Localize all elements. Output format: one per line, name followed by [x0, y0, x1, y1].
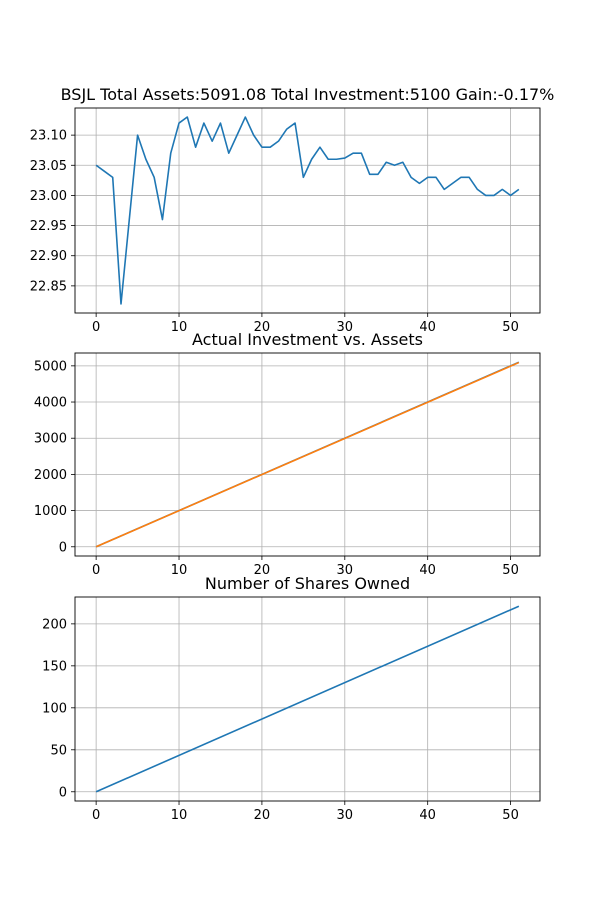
y-tick-label: 150	[42, 659, 67, 674]
chart-title: BSJL Total Assets:5091.08 Total Investme…	[61, 85, 555, 104]
y-tick-label: 2000	[34, 468, 67, 483]
y-tick-label: 23.00	[30, 189, 67, 204]
x-tick-label: 30	[337, 808, 354, 823]
x-tick-label: 50	[502, 563, 519, 578]
y-tick-label: 200	[42, 617, 67, 632]
x-tick-label: 20	[254, 320, 271, 335]
y-tick-label: 4000	[34, 396, 67, 411]
series-line-1	[95, 605, 520, 793]
axes-frame	[74, 107, 541, 314]
x-tick-label: 10	[171, 808, 188, 823]
x-tick-label: 10	[171, 320, 188, 335]
x-tick-label: 50	[502, 808, 519, 823]
chart-panel-1: BSJL Total Assets:5091.08 Total Investme…	[30, 85, 555, 335]
axes-frame	[74, 596, 541, 802]
y-tick-label: 5000	[34, 359, 67, 374]
x-tick-label: 0	[92, 320, 100, 335]
y-tick-label: 22.85	[30, 279, 67, 294]
y-tick-label: 0	[59, 540, 67, 555]
y-tick-label: 100	[42, 701, 67, 716]
axes-frame	[74, 352, 541, 557]
y-tick-label: 23.05	[30, 159, 67, 174]
x-tick-label: 0	[92, 808, 100, 823]
x-tick-label: 50	[502, 320, 519, 335]
x-tick-label: 20	[254, 563, 271, 578]
chart-title: Number of Shares Owned	[205, 574, 410, 593]
x-tick-label: 40	[419, 320, 436, 335]
chart-panel-3: Number of Shares Owned 0 10 20 30 40 50 0 50 100 1…	[42, 574, 541, 823]
y-tick-label: 3000	[34, 432, 67, 447]
x-tick-label: 40	[419, 808, 436, 823]
x-tick-label: 30	[337, 563, 354, 578]
x-tick-label: 40	[419, 563, 436, 578]
series-line-1	[95, 116, 520, 305]
x-tick-label: 0	[92, 563, 100, 578]
y-tick-label: 1000	[34, 504, 67, 519]
x-tick-label: 10	[171, 563, 188, 578]
x-tick-label: 30	[337, 320, 354, 335]
y-tick-label: 23.10	[30, 129, 67, 144]
y-tick-label: 0	[59, 785, 67, 800]
chart-title: Actual Investment vs. Assets	[192, 330, 423, 349]
series-line-2	[95, 361, 520, 548]
x-tick-label: 20	[254, 808, 271, 823]
y-tick-label: 22.95	[30, 219, 67, 234]
y-tick-label: 22.90	[30, 249, 67, 264]
y-tick-label: 50	[50, 743, 67, 758]
